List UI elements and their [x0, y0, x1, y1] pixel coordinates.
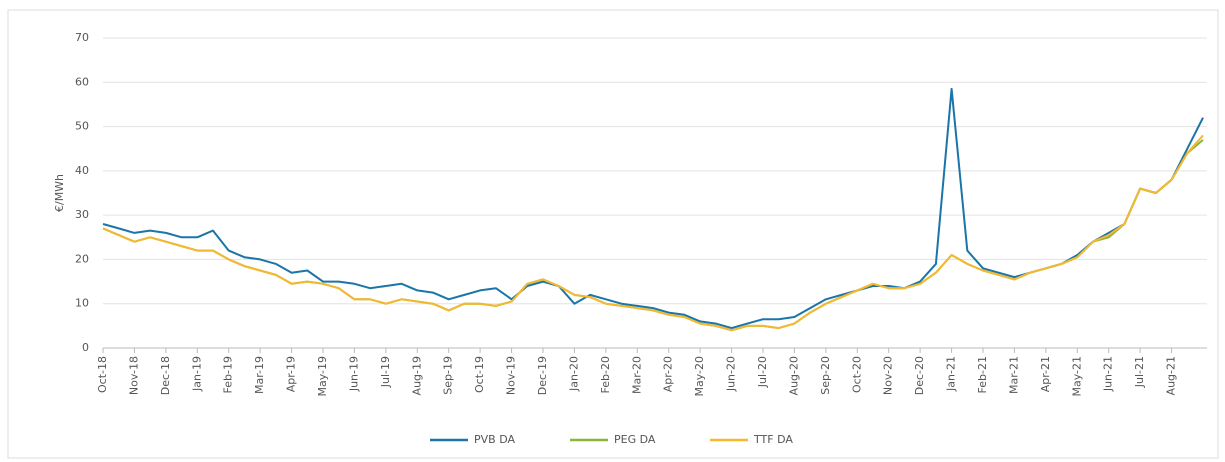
x-tick-label: Jul-21: [1133, 356, 1146, 388]
x-tick-label: Jan-19: [190, 356, 203, 392]
x-tick-label: Sep-19: [442, 356, 455, 395]
x-tick-label: Mar-19: [253, 356, 266, 394]
series-line: [102, 87, 1204, 330]
series-line: [102, 134, 1204, 332]
y-tick-label: 10: [75, 297, 89, 310]
x-tick-label: May-19: [316, 356, 329, 397]
x-tick-label: Jul-20: [756, 356, 769, 388]
y-tick-label: 0: [82, 341, 89, 354]
y-tick-label: 50: [75, 120, 89, 133]
x-tick-label: Oct-20: [850, 356, 863, 393]
x-tick-label: Oct-18: [96, 356, 109, 393]
x-tick-label: Jun-20: [725, 356, 738, 392]
x-tick-label: Aug-19: [410, 356, 423, 395]
x-tick-label: Nov-18: [127, 356, 140, 395]
x-tick-label: Feb-19: [222, 356, 235, 393]
y-tick-label: 40: [75, 164, 89, 177]
y-tick-label: 60: [75, 75, 89, 88]
x-tick-label: May-21: [1070, 356, 1083, 397]
x-tick-label: Nov-19: [505, 356, 518, 395]
x-tick-label: Dec-19: [536, 356, 549, 395]
y-tick-label: 20: [75, 252, 89, 265]
x-tick-label: Aug-21: [1165, 356, 1178, 395]
x-tick-label: Jan-21: [945, 356, 958, 392]
x-tick-label: Jan-20: [567, 356, 580, 392]
x-tick-label: Feb-20: [599, 356, 612, 393]
x-tick-label: Apr-20: [662, 356, 675, 392]
x-tick-label: Oct-19: [473, 356, 486, 393]
chart-frame: [7, 9, 1219, 459]
y-tick-label: 30: [75, 208, 89, 221]
x-tick-label: Jul-19: [379, 356, 392, 388]
legend-label: TTF DA: [753, 433, 793, 446]
x-tick-label: Mar-21: [1007, 356, 1020, 394]
x-tick-label: Apr-19: [285, 356, 298, 392]
x-tick-label: Feb-21: [976, 356, 989, 393]
y-tick-label: 70: [75, 31, 89, 44]
x-tick-label: Dec-18: [159, 356, 172, 395]
x-tick-label: Dec-20: [913, 356, 926, 395]
legend-label: PEG DA: [614, 433, 656, 446]
x-tick-label: Jun-19: [347, 356, 360, 392]
x-tick-label: Mar-20: [630, 356, 643, 394]
legend-label: PVB DA: [474, 433, 515, 446]
x-tick-label: Sep-20: [819, 356, 832, 395]
x-tick-label: Jun-21: [1102, 356, 1115, 392]
x-tick-label: Nov-20: [882, 356, 895, 395]
y-axis-label: €/MWh: [53, 174, 66, 212]
x-tick-label: Aug-20: [787, 356, 800, 395]
x-tick-label: May-20: [693, 356, 706, 397]
x-tick-label: Apr-21: [1039, 356, 1052, 392]
